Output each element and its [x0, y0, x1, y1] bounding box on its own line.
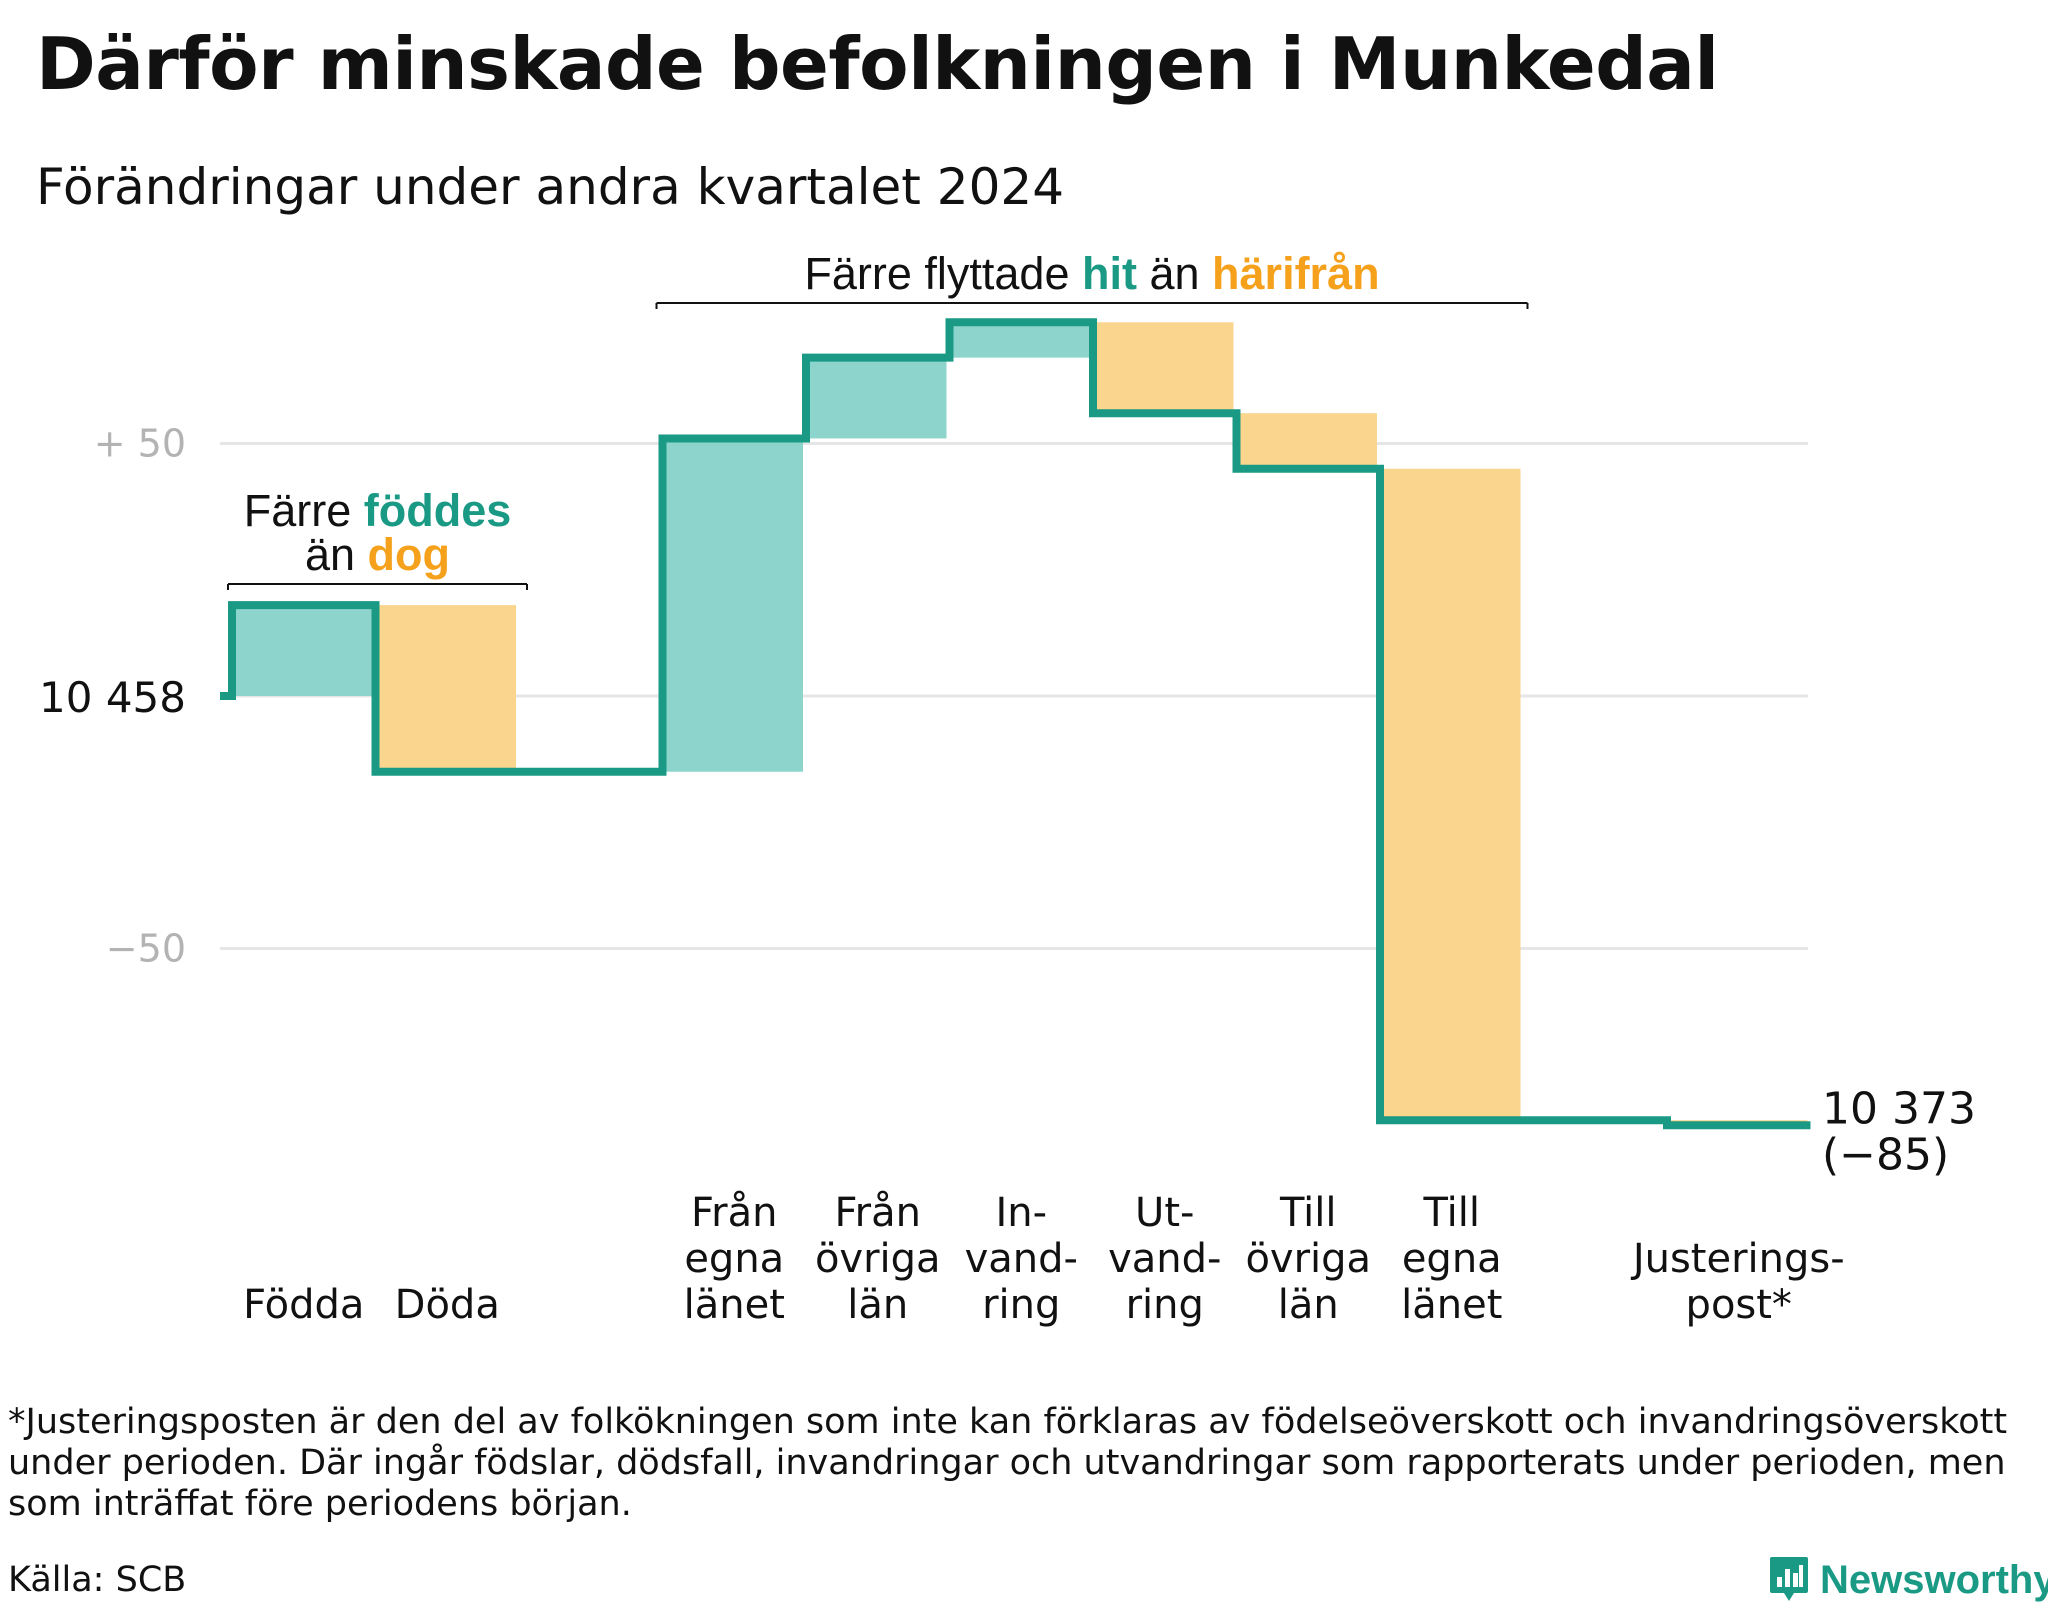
chart-subtitle: Förändringar under andra kvartalet 2024 — [36, 158, 1065, 216]
category-label: Från egna länet — [684, 1190, 785, 1328]
category-label-line: ring — [982, 1282, 1060, 1328]
category-label-line: vand- — [965, 1236, 1078, 1282]
y-tick-label: + 50 — [94, 422, 186, 466]
y-tick-label: −50 — [106, 927, 186, 971]
end-value-label: 10 373 — [1822, 1083, 1976, 1134]
category-label-line: Justerings- — [1630, 1236, 1845, 1282]
category-label-line: ring — [1126, 1282, 1204, 1328]
category-label: Döda — [395, 1282, 500, 1328]
category-label: Till övriga län — [1245, 1190, 1371, 1328]
annotation-highlight-deaths: dog — [368, 529, 450, 580]
waterfall-bar — [378, 605, 516, 772]
category-label-line: Från — [691, 1190, 777, 1236]
source-label: Källa: SCB — [8, 1560, 187, 1600]
annotation-text: än — [1137, 248, 1212, 299]
category-label-line: vand- — [1108, 1236, 1221, 1282]
waterfall-bar — [235, 605, 373, 696]
category-label-line: Till — [1422, 1190, 1480, 1236]
footnote: *Justeringsposten är den del av folkökni… — [8, 1402, 2008, 1524]
category-label-line: Döda — [395, 1282, 500, 1328]
annotation-text: än — [305, 529, 368, 580]
category-label: Ut-vand-ring — [1108, 1190, 1221, 1328]
category-label-line: Ut- — [1135, 1190, 1194, 1236]
newsworthy-logo-icon — [1770, 1557, 1808, 1601]
waterfall-bar — [809, 357, 947, 439]
baseline-value-label: 10 458 — [39, 673, 186, 722]
category-label: Från övriga län — [815, 1190, 941, 1328]
brand-logo: Newsworthy — [1768, 1555, 2048, 1605]
change-value-label: (−85) — [1822, 1129, 1949, 1180]
waterfall-bar — [1383, 468, 1521, 1121]
category-label-line: Från — [835, 1190, 921, 1236]
category-label-line: In- — [995, 1190, 1047, 1236]
annotation-highlight-births: föddes — [364, 485, 512, 536]
births-annotation-line1: Färre föddes — [244, 485, 512, 536]
migration-annotation: Färre flyttade hit än härifrån — [804, 248, 1379, 299]
waterfall-bar — [1096, 322, 1234, 414]
category-label: Födda — [243, 1282, 364, 1328]
category-label: Justerings-post* — [1630, 1236, 1845, 1328]
annotation-highlight-harifran: härifrån — [1212, 248, 1380, 299]
category-label-line: länet — [684, 1282, 785, 1328]
annotation-highlight-hit: hit — [1082, 248, 1137, 299]
line-layer — [220, 318, 1811, 1130]
annotation-text: Färre — [244, 485, 364, 536]
category-label-line: Till — [1279, 1190, 1337, 1236]
category-label-line: Födda — [243, 1282, 364, 1328]
category-label-line: egna — [1402, 1236, 1502, 1282]
category-label-line: övriga — [815, 1236, 941, 1282]
category-label-line: post* — [1686, 1282, 1792, 1328]
category-label-line: egna — [684, 1236, 784, 1282]
cumulative-step-line — [220, 318, 1811, 1130]
bars-layer — [235, 322, 1808, 1126]
births-annotation-line2: än dog — [305, 529, 450, 580]
chart-title: Därför minskade befolkningen i Munkedal — [36, 22, 1719, 106]
annotation-text: Färre flyttade — [804, 248, 1082, 299]
category-label-line: län — [1278, 1282, 1339, 1328]
category-label-line: länet — [1401, 1282, 1502, 1328]
category-label: Till egna länet — [1401, 1190, 1502, 1328]
category-label-line: övriga — [1245, 1236, 1371, 1282]
brand-name: Newsworthy — [1820, 1557, 2048, 1602]
waterfall-bar — [665, 438, 803, 772]
waterfall-bar — [952, 322, 1090, 358]
category-label: In-vand-ring — [965, 1190, 1078, 1328]
waterfall-bar — [1239, 413, 1377, 469]
category-label-line: län — [847, 1282, 908, 1328]
